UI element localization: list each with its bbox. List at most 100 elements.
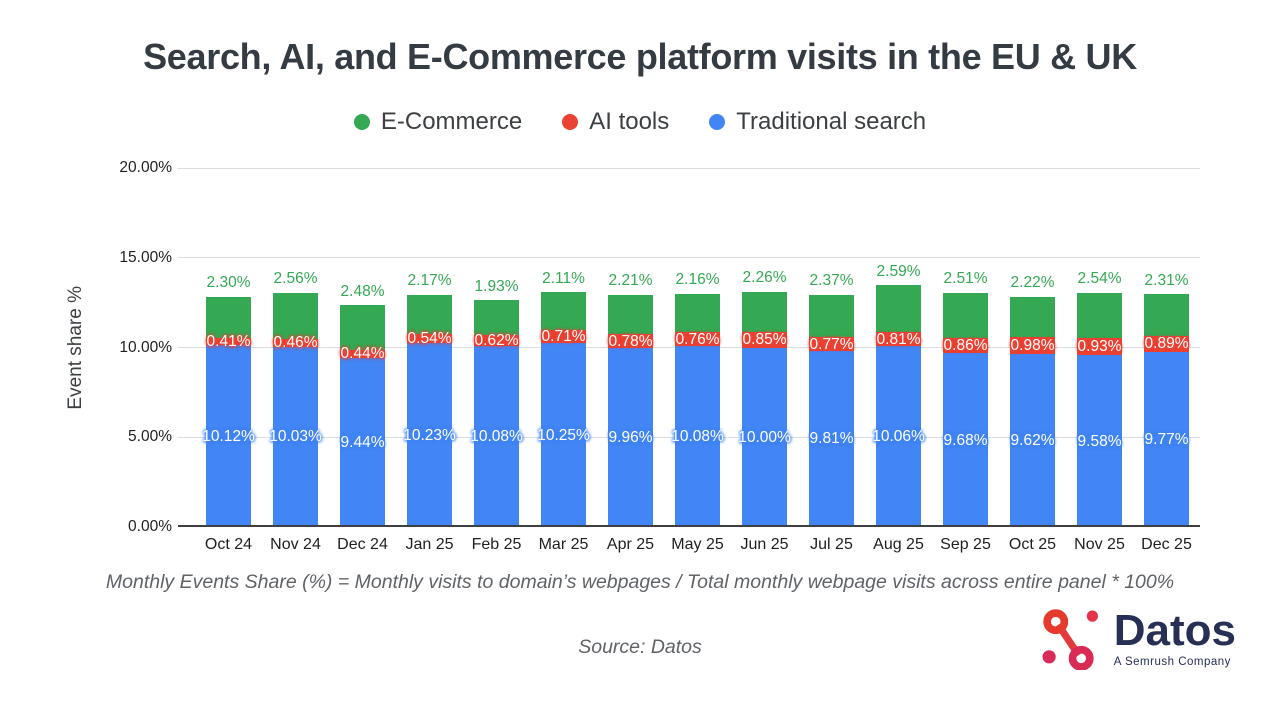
x-axis-tick-label: Dec 24 xyxy=(337,536,388,553)
data-label-traditional-search: 9.81% xyxy=(809,430,854,448)
bar-segment-ai-tools xyxy=(809,337,854,351)
bar-segment-e-commerce xyxy=(1077,292,1122,339)
data-label-traditional-search: 10.00% xyxy=(738,428,791,446)
data-label-ai-tools: 0.71% xyxy=(541,327,586,345)
x-axis-tick-label: Jul 25 xyxy=(810,536,853,553)
bar-segment-traditional-search xyxy=(407,343,452,527)
x-axis-tick-label: Sep 25 xyxy=(940,536,991,553)
bar-segment-ai-tools xyxy=(206,338,251,346)
data-label-ai-tools: 0.85% xyxy=(742,331,787,349)
data-label-e-commerce: 2.51% xyxy=(943,270,988,288)
data-label-traditional-search: 9.62% xyxy=(1010,431,1055,449)
bar-segment-e-commerce xyxy=(206,296,251,338)
x-axis-tick-label: Nov 25 xyxy=(1074,536,1125,553)
data-label-ai-tools: 0.98% xyxy=(1010,336,1055,354)
x-axis-tick-label: Nov 24 xyxy=(270,536,321,553)
bar-segment-e-commerce xyxy=(1010,296,1055,337)
datos-network-icon xyxy=(1042,609,1098,670)
data-label-traditional-search: 10.12% xyxy=(202,427,255,445)
legend-item-traditional-search: Traditional search xyxy=(709,108,926,136)
bar-segment-traditional-search xyxy=(474,346,519,527)
data-label-traditional-search: 9.58% xyxy=(1077,432,1122,450)
data-label-traditional-search: 10.25% xyxy=(537,426,590,444)
legend-label: Traditional search xyxy=(736,108,927,135)
datos-logo: Datos A Semrush Company xyxy=(1042,608,1236,670)
bar-segment-ai-tools xyxy=(541,330,586,344)
bar-segment-e-commerce xyxy=(943,292,988,338)
data-label-ai-tools: 0.89% xyxy=(1144,334,1189,352)
x-axis-tick-label: Feb 25 xyxy=(471,536,522,553)
data-label-ai-tools: 0.41% xyxy=(206,332,251,350)
bar-segment-traditional-search xyxy=(608,348,653,527)
x-axis-tick-label: Jan 25 xyxy=(405,536,454,553)
legend-swatch-traditional-search xyxy=(709,114,726,130)
data-label-ai-tools: 0.86% xyxy=(943,336,988,354)
y-axis-tick-label: 0.00% xyxy=(128,518,172,535)
y-axis-tick-label: 10.00% xyxy=(119,338,172,356)
bar-segment-e-commerce xyxy=(608,294,653,335)
data-label-e-commerce: 2.37% xyxy=(809,272,854,290)
gridline-15 xyxy=(178,257,1200,259)
bar-segment-ai-tools xyxy=(474,334,519,347)
datos-logo-name: Datos xyxy=(1113,605,1236,655)
data-label-e-commerce: 2.17% xyxy=(407,272,452,290)
data-label-e-commerce: 2.48% xyxy=(340,282,385,300)
bar-segment-ai-tools xyxy=(340,349,385,358)
gridline-20 xyxy=(178,167,1200,169)
datos-logo-text: Datos A Semrush Company xyxy=(1113,605,1236,669)
bar-segment-traditional-search xyxy=(943,353,988,527)
x-axis-tick-label: Mar 25 xyxy=(538,536,589,553)
data-label-ai-tools: 0.93% xyxy=(1077,337,1122,355)
data-label-e-commerce: 2.22% xyxy=(1010,274,1055,292)
bar-segment-e-commerce xyxy=(876,285,921,332)
data-label-traditional-search: 9.77% xyxy=(1144,430,1189,448)
legend-label: E-Commerce xyxy=(380,108,523,135)
x-axis-line xyxy=(178,525,1200,527)
chart-title: Search, AI, and E-Commerce platform visi… xyxy=(143,36,1137,77)
x-axis-tick-label: Aug 25 xyxy=(873,536,924,553)
legend-swatch-ai-tools xyxy=(562,114,579,130)
x-axis-tick-label: Jun 25 xyxy=(740,536,789,553)
bar-segment-ai-tools xyxy=(876,331,921,347)
bar-segment-traditional-search xyxy=(675,346,720,527)
legend-swatch-e-commerce xyxy=(353,114,370,130)
data-label-e-commerce: 1.93% xyxy=(474,277,519,295)
bar-segment-e-commerce xyxy=(742,291,787,333)
bar-segment-ai-tools xyxy=(273,338,318,347)
x-axis-tick-label: May 25 xyxy=(671,536,724,553)
bar-segment-traditional-search xyxy=(809,350,854,527)
chart-plot-area: 0.00% 5.00% 10.00% 15.00% 20.00% 10.12% 0.41% 2… xyxy=(119,159,1200,553)
data-label-traditional-search: 10.03% xyxy=(269,428,322,446)
bar-segment-ai-tools xyxy=(1077,338,1122,356)
bar-segment-e-commerce xyxy=(340,305,385,350)
data-label-e-commerce: 2.11% xyxy=(542,269,585,287)
data-label-traditional-search: 9.96% xyxy=(608,428,653,446)
y-axis-tick-label: 5.00% xyxy=(128,428,172,446)
bar-segment-e-commerce xyxy=(541,292,586,331)
bar-segment-traditional-search xyxy=(340,357,385,527)
y-axis-tick-label: 15.00% xyxy=(119,248,172,266)
data-label-ai-tools: 0.44% xyxy=(340,344,385,362)
data-label-e-commerce: 2.26% xyxy=(742,269,787,287)
bar-segment-traditional-search xyxy=(1010,354,1055,527)
data-label-ai-tools: 0.62% xyxy=(474,331,519,349)
bar-segment-ai-tools xyxy=(1010,336,1055,355)
legend-item-e-commerce: E-Commerce xyxy=(353,108,523,136)
data-label-ai-tools: 0.77% xyxy=(809,335,854,353)
bar-segment-traditional-search xyxy=(273,346,318,527)
bar-segment-ai-tools xyxy=(1144,335,1189,352)
data-label-e-commerce: 2.59% xyxy=(876,262,921,280)
x-axis-tick-label: Oct 25 xyxy=(1008,536,1057,553)
x-axis-tick-label: Oct 24 xyxy=(204,536,253,553)
data-label-traditional-search: 10.06% xyxy=(872,427,925,445)
bar-segment-e-commerce xyxy=(474,300,519,335)
data-label-ai-tools: 0.54% xyxy=(407,329,452,347)
data-label-e-commerce: 2.21% xyxy=(608,272,653,290)
data-label-traditional-search: 9.68% xyxy=(943,431,988,449)
bar-segment-traditional-search xyxy=(876,346,921,527)
x-axis-tick-label: Apr 25 xyxy=(606,536,655,553)
legend-label: AI tools xyxy=(589,108,670,135)
data-label-e-commerce: 2.31% xyxy=(1144,271,1189,289)
bar-segment-ai-tools xyxy=(675,332,720,347)
datos-logo-tagline: A Semrush Company xyxy=(1113,656,1231,669)
